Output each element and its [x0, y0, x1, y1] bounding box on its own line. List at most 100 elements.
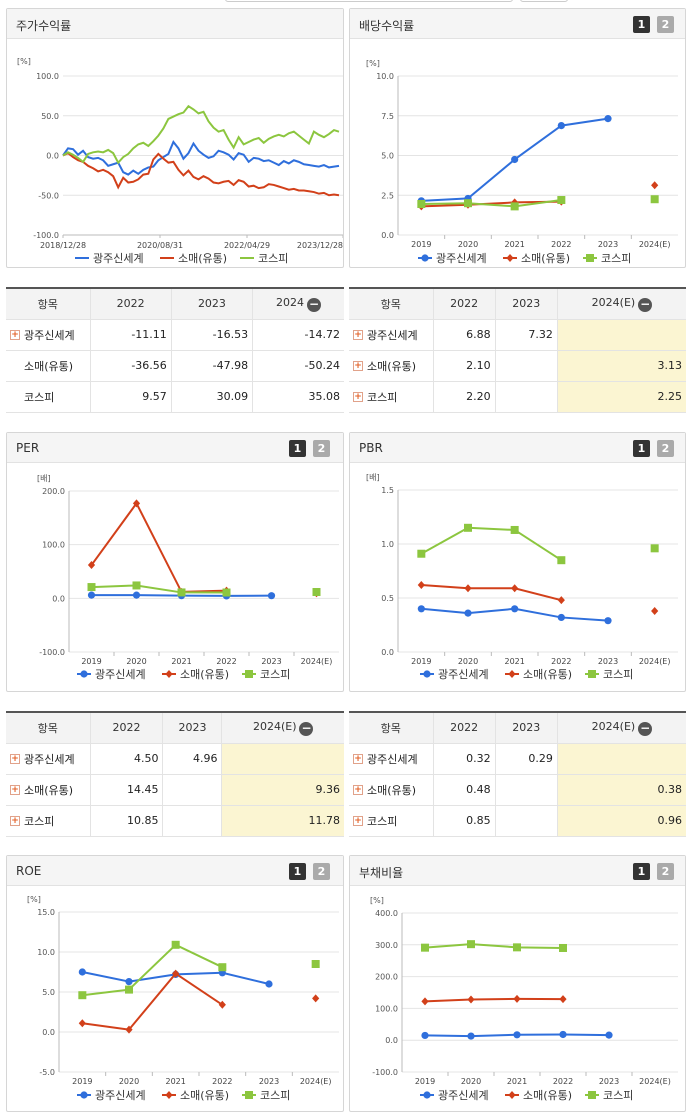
chart-mode-1-button[interactable]: 1: [289, 863, 306, 880]
chart-mode-1-button[interactable]: 1: [633, 440, 650, 457]
chart-mode-2-button[interactable]: 2: [657, 440, 674, 457]
cell-value: -16.53: [171, 319, 254, 351]
x-tick-label: 2020: [458, 240, 478, 249]
chart-mode-2-button[interactable]: 2: [657, 16, 674, 33]
data-point: [78, 1019, 86, 1028]
expand-plus-icon[interactable]: +: [353, 815, 363, 826]
legend-marker: [245, 670, 253, 678]
roe-chart: [%] 15.0 10.0 5.0 0.0 -5.0 2019 2020 2021 2022 202…: [27, 895, 339, 1102]
data-point: [467, 995, 475, 1004]
expand-plus-icon[interactable]: +: [353, 360, 363, 371]
collapse-icon[interactable]: −: [638, 296, 653, 312]
data-point: [513, 943, 521, 952]
legend-label: 코스피: [260, 668, 290, 681]
roe-panel: ROE 1 2 [%] 15.0 10.0 5.0 0.0 -5.0 2019 2020 202…: [6, 855, 344, 1112]
data-point: [265, 980, 273, 988]
series-line: [62, 104, 340, 165]
legend-label: 코스피: [260, 1089, 290, 1102]
panel-header: 부채비율 1 2: [350, 856, 685, 886]
data-point: [311, 960, 320, 968]
top-tab-group[interactable]: [225, 0, 513, 2]
cell-value: 35.08: [252, 381, 344, 413]
data-point: [87, 591, 96, 599]
cell-value: 2.20: [433, 381, 496, 413]
row-name: + 소매(유통): [349, 774, 434, 806]
debt-ratio-chart: [%] 400.0 300.0 200.0 100.0 0.0 -100.0 2019 2020…: [370, 896, 678, 1102]
expand-plus-icon[interactable]: +: [353, 784, 363, 795]
collapse-icon[interactable]: −: [307, 296, 322, 312]
cell-value: 9.57: [90, 381, 172, 413]
y-tick-label: 5.0: [381, 152, 394, 161]
cell-value: [495, 774, 558, 806]
y-tick-label: 2.5: [381, 191, 394, 200]
legend-label: 소매(유통): [523, 1089, 572, 1102]
data-point: [650, 544, 659, 553]
expand-plus-icon[interactable]: +: [353, 753, 363, 764]
row-name-label: 코스피: [367, 814, 398, 828]
row-name-label: 소매(유통): [367, 783, 417, 797]
x-tick-label: 2021: [507, 1077, 527, 1086]
legend-marker: [423, 1091, 431, 1099]
data-point: [651, 606, 659, 615]
data-point: [132, 591, 141, 599]
expand-plus-icon[interactable]: +: [353, 329, 363, 340]
legend-marker: [508, 670, 516, 678]
data-point: [87, 583, 96, 592]
table-row: + 광주신세계 4.50 4.96: [6, 743, 344, 775]
cell-value: 0.85: [433, 805, 496, 837]
data-point: [417, 581, 425, 590]
cell-value: 11.78: [221, 805, 344, 837]
data-point: [78, 968, 86, 976]
y-tick-label: 50.0: [41, 112, 59, 121]
x-tick-label: 2018/12/28: [40, 241, 86, 250]
x-tick-label: 2020: [126, 657, 146, 666]
x-tick-label: 2019: [415, 1077, 435, 1086]
data-point: [557, 613, 565, 622]
column-header: 2023: [495, 711, 558, 744]
row-name: + 광주신세계: [349, 319, 434, 351]
dividend-table: 항목 2022 2023 2024(E) − + 광주신세계 6.88 7.32 + 소매(유통) 2…: [349, 287, 686, 413]
panel-header: PBR 1 2: [350, 433, 685, 463]
pbr-table: 항목 2022 2023 2024(E) − + 광주신세계 0.32 0.29 + 소매(유통) 0…: [349, 711, 686, 837]
expand-plus-icon[interactable]: +: [10, 753, 20, 764]
row-name: + 소매(유통): [6, 774, 91, 806]
expand-plus-icon[interactable]: +: [10, 815, 20, 826]
data-point: [511, 605, 519, 613]
data-point: [125, 985, 133, 994]
column-header: 2022: [433, 711, 496, 744]
chart-mode-2-button[interactable]: 2: [313, 440, 330, 457]
top-toolbar-fragment: [0, 0, 691, 4]
y-unit-label: [%]: [370, 896, 384, 905]
y-tick-label: 300.0: [375, 941, 398, 950]
y-unit-label: [%]: [17, 57, 31, 66]
chart-mode-2-button[interactable]: 2: [657, 863, 674, 880]
table-header-row: 항목 2022 2023 2024(E) −: [349, 287, 686, 320]
data-point: [87, 561, 96, 570]
chart-mode-2-button[interactable]: 2: [313, 863, 330, 880]
chart-mode-1-button[interactable]: 1: [289, 440, 306, 457]
chart-mode-1-button[interactable]: 1: [633, 16, 650, 33]
legend-label: 소매(유통): [180, 668, 229, 681]
collapse-icon[interactable]: −: [638, 720, 653, 736]
collapse-icon[interactable]: −: [299, 720, 314, 736]
legend-label: 코스피: [258, 252, 288, 265]
x-tick-label: 2020: [119, 1077, 139, 1086]
chart-mode-1-button[interactable]: 1: [633, 863, 650, 880]
expand-plus-icon[interactable]: +: [10, 784, 20, 795]
data-point: [417, 199, 426, 208]
series-line: [421, 199, 562, 208]
legend-label: 광주신세계: [93, 252, 144, 265]
row-name: + 광주신세계: [6, 743, 91, 775]
row-name-label: 코스피: [24, 814, 55, 828]
expand-plus-icon[interactable]: +: [353, 391, 363, 402]
x-tick-label: 2024(E): [639, 657, 671, 666]
y-tick-label: 200.0: [375, 973, 398, 982]
table-row: + 코스피 10.85 11.78: [6, 805, 344, 837]
y-tick-label: 10.0: [376, 72, 394, 81]
expand-plus-icon[interactable]: +: [10, 329, 20, 340]
x-tick-label: 2023: [598, 240, 618, 249]
cell-value: [162, 774, 223, 806]
cell-value: 14.45: [90, 774, 164, 806]
top-tab-extra[interactable]: [520, 0, 568, 2]
